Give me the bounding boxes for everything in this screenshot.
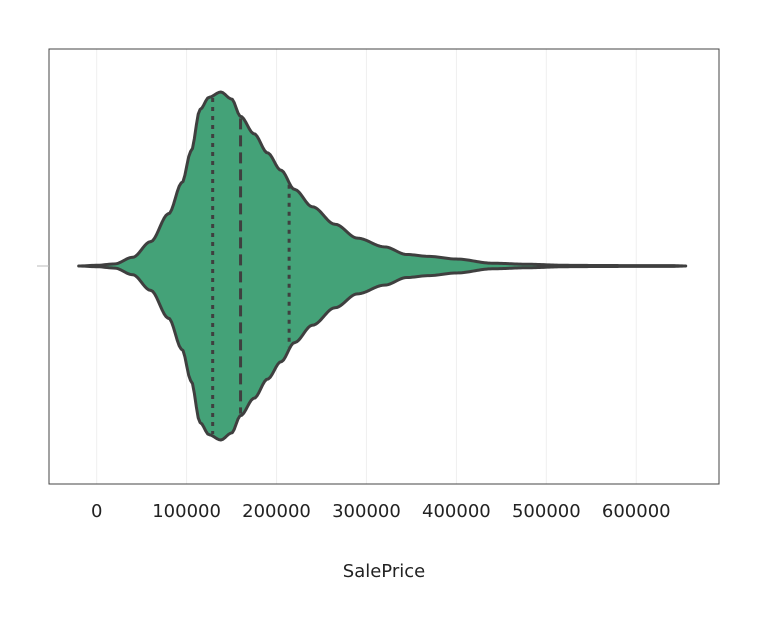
- x-tick-label-0: 0: [91, 501, 102, 522]
- x-tick-label-2: 200000: [242, 501, 311, 522]
- x-tick-label-3: 300000: [332, 501, 401, 522]
- x-axis-ticks: 0 100000 200000 300000 400000 500000 600000: [91, 501, 671, 522]
- x-tick-label-5: 500000: [512, 501, 581, 522]
- violin-body: [77, 90, 688, 442]
- violin-layer: [77, 90, 688, 442]
- x-axis-title: SalePrice: [343, 561, 425, 582]
- x-tick-label-1: 100000: [152, 501, 221, 522]
- x-tick-label-6: 600000: [602, 501, 671, 522]
- x-tick-label-4: 400000: [422, 501, 491, 522]
